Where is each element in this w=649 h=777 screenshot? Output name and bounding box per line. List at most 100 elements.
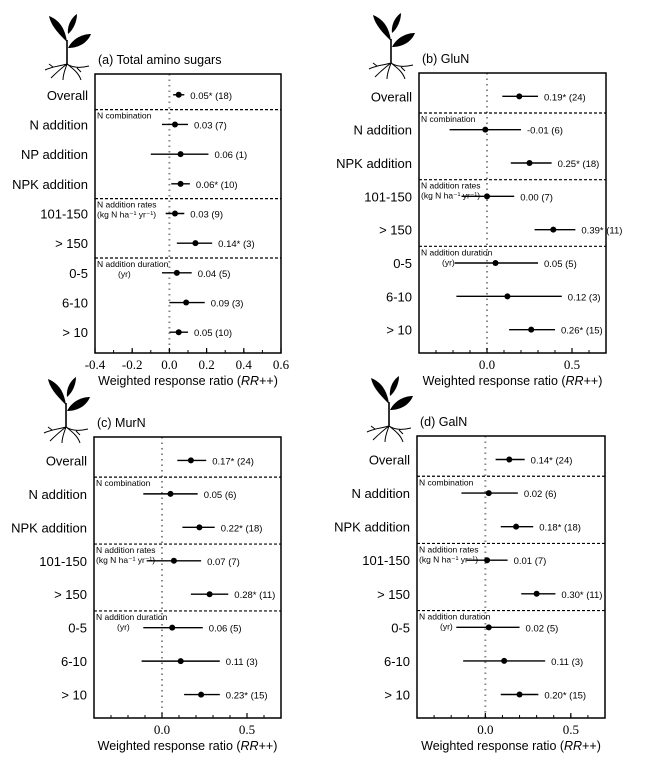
panel-title: (d) GalN <box>420 415 467 429</box>
plant-roots <box>366 425 412 443</box>
group-sublabel: (kg N ha⁻¹ yr⁻¹) <box>421 191 480 201</box>
group-label: N addition duration <box>421 247 493 257</box>
data-label: 0.06 (5) <box>209 624 242 635</box>
x-axis-label-italic: RR <box>241 374 259 388</box>
plant-leaf <box>392 33 415 47</box>
point-estimate <box>492 260 499 266</box>
x-axis-label-suffix: ++) <box>582 739 601 753</box>
point-estimate <box>526 160 533 166</box>
point-estimate <box>513 523 520 530</box>
category-label: N addition <box>353 123 412 138</box>
plant-leaf <box>371 378 389 404</box>
plant-roots <box>44 63 90 81</box>
category-label: 101-150 <box>362 553 410 568</box>
plant-leaf <box>67 397 90 411</box>
x-axis-label-text: Weighted response ratio ( <box>423 374 567 388</box>
category-label: > 10 <box>62 325 88 340</box>
panel-title: (a) Total amino sugars <box>98 53 221 67</box>
group-label: N combination <box>96 478 151 488</box>
x-tick-label: 0.0 <box>154 722 170 737</box>
data-label: 0.14* (3) <box>218 239 254 250</box>
category-label: 0-5 <box>68 621 87 636</box>
x-tick-label: 0.0 <box>161 357 177 372</box>
point-estimate <box>196 524 203 531</box>
data-label: 0.23* (15) <box>226 691 268 702</box>
x-tick-label: -0.4 <box>85 357 106 372</box>
category-label: 6-10 <box>384 654 410 669</box>
point-estimate <box>506 456 513 463</box>
data-label: 0.25* (18) <box>558 159 600 170</box>
category-label: > 10 <box>386 323 412 338</box>
point-estimate <box>167 490 174 497</box>
plant-leaf <box>391 13 401 33</box>
plant-leaf <box>48 379 66 405</box>
x-axis-label: Weighted response ratio (RR++) <box>423 374 603 388</box>
plant-seedling-icon <box>368 13 415 80</box>
category-label: NPK addition <box>11 520 87 535</box>
group-sublabel: (kg N ha⁻¹ yr⁻¹) <box>96 555 155 565</box>
x-axis-label-text: Weighted response ratio ( <box>421 739 565 753</box>
plant-seedling-icon <box>43 377 90 444</box>
data-label: 0.05 (10) <box>194 328 232 339</box>
category-label: NPK addition <box>336 156 412 171</box>
data-label: 0.17* (24) <box>212 456 254 467</box>
category-label: > 150 <box>55 236 88 251</box>
category-label: N addition <box>351 486 410 501</box>
point-estimate <box>177 180 184 187</box>
plant-roots <box>43 426 89 444</box>
data-label: 0.04 (5) <box>198 269 231 280</box>
category-label: 101-150 <box>40 207 88 222</box>
point-estimate <box>173 269 180 276</box>
category-label: N addition <box>29 117 88 132</box>
group-label: N addition duration <box>96 612 168 622</box>
point-estimate <box>504 293 511 300</box>
panel-title: (c) MurN <box>97 416 146 430</box>
panel-d: (d) GalN Overall 0.14* (24) N combination N … <box>334 376 606 753</box>
data-label: 0.11 (3) <box>551 657 583 668</box>
x-axis-label: Weighted response ratio (RR++) <box>98 374 278 388</box>
point-estimate <box>177 658 184 665</box>
group-sublabel: (yr) <box>440 622 453 632</box>
group-label: N combination <box>421 114 476 124</box>
point-estimate <box>177 151 184 158</box>
data-label: 0.05 (5) <box>544 259 577 270</box>
category-label: > 10 <box>384 688 410 703</box>
data-label: 0.20* (15) <box>544 691 586 702</box>
point-estimate <box>528 326 535 333</box>
data-label: 0.03 (9) <box>190 210 223 221</box>
point-estimate <box>198 691 205 698</box>
data-label: 0.18* (18) <box>539 523 581 534</box>
x-tick-label: 0.4 <box>236 357 253 372</box>
x-tick-label: 0.0 <box>479 357 495 372</box>
point-estimate <box>206 591 213 598</box>
x-axis-label-italic: RR <box>241 739 259 753</box>
point-estimate <box>484 557 491 564</box>
x-tick-label: 0.2 <box>198 357 214 372</box>
group-label: N addition duration <box>97 259 169 269</box>
plot-frame <box>93 436 282 719</box>
category-label: 101-150 <box>39 554 87 569</box>
panel-c: (c) MurN Overall 0.17* (24) N combination N … <box>11 377 282 753</box>
plant-seedling-icon <box>366 376 413 443</box>
category-label: Overall <box>371 89 412 104</box>
plant-leaf <box>68 34 91 48</box>
data-label: 0.30* (11) <box>561 590 602 601</box>
x-axis-label-italic: RR <box>566 374 584 388</box>
plant-roots <box>368 62 414 80</box>
group-label: N combination <box>97 111 152 121</box>
plot-frame <box>416 435 606 719</box>
point-estimate <box>550 226 557 233</box>
category-label: > 150 <box>377 587 410 602</box>
plant-leaf <box>373 15 391 41</box>
point-estimate <box>485 490 492 497</box>
point-estimate <box>175 91 182 98</box>
plant-leaf <box>389 376 399 396</box>
data-label: 0.02 (6) <box>524 489 557 500</box>
x-axis-label: Weighted response ratio (RR++) <box>98 739 278 753</box>
x-tick-label: 0.6 <box>273 357 290 372</box>
panel-b: (b) GluN Overall 0.19* (24) N combination N … <box>336 13 622 388</box>
data-label: 0.39* (11) <box>581 226 622 237</box>
category-label: Overall <box>46 453 87 468</box>
data-label: 0.00 (7) <box>520 192 553 203</box>
